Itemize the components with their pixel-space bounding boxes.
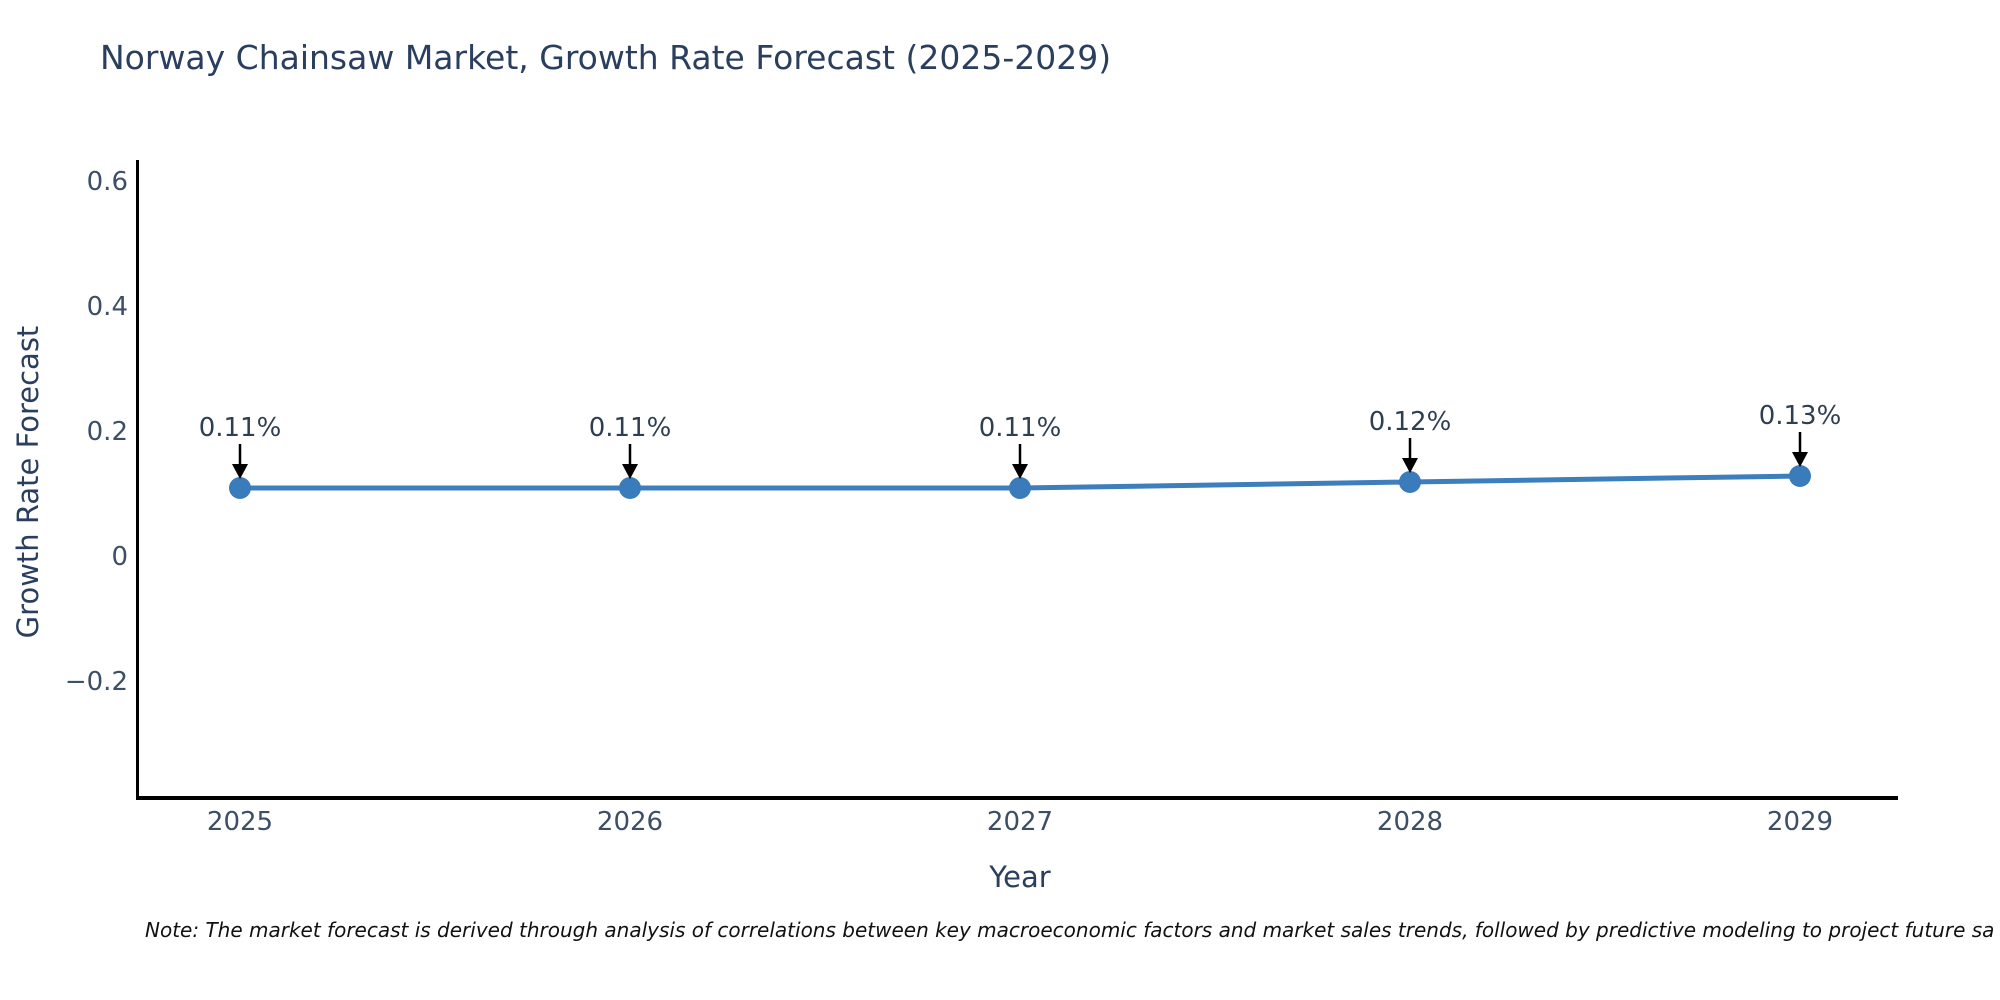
- y-tick-label: 0.2: [86, 417, 128, 447]
- point-value-label: 0.11%: [198, 413, 282, 443]
- annotation-arrowhead-icon: [232, 464, 248, 479]
- x-tick-label: 2025: [206, 807, 274, 837]
- annotation-arrowhead-icon: [1792, 452, 1808, 467]
- y-tick-label: 0.4: [86, 292, 128, 322]
- data-point-marker: [1009, 477, 1031, 499]
- y-axis-spine: [136, 160, 139, 800]
- x-tick-label: 2026: [596, 807, 664, 837]
- data-point-marker: [619, 477, 641, 499]
- x-axis-spine: [136, 796, 1898, 800]
- point-value-label: 0.12%: [1368, 407, 1452, 437]
- data-point-marker: [1789, 465, 1811, 487]
- data-point-marker: [229, 477, 251, 499]
- y-tick-label: 0.6: [86, 167, 128, 197]
- point-value-label: 0.11%: [978, 413, 1062, 443]
- annotation-arrowhead-icon: [1402, 458, 1418, 473]
- point-value-label: 0.11%: [588, 413, 672, 443]
- footnote: Note: The market forecast is derived thr…: [145, 918, 1995, 942]
- chart-title: Norway Chainsaw Market, Growth Rate Fore…: [100, 38, 1112, 77]
- x-tick-label: 2028: [1376, 807, 1444, 837]
- x-axis-title: Year: [989, 860, 1051, 894]
- point-value-label: 0.13%: [1758, 401, 1842, 431]
- x-tick-label: 2027: [986, 807, 1054, 837]
- annotation-arrowhead-icon: [1012, 464, 1028, 479]
- annotation-arrowhead-icon: [622, 464, 638, 479]
- x-tick-label: 2029: [1766, 807, 1834, 837]
- y-tick-label: −0.2: [64, 667, 128, 697]
- data-point-marker: [1399, 471, 1421, 493]
- y-tick-label: 0: [111, 542, 128, 572]
